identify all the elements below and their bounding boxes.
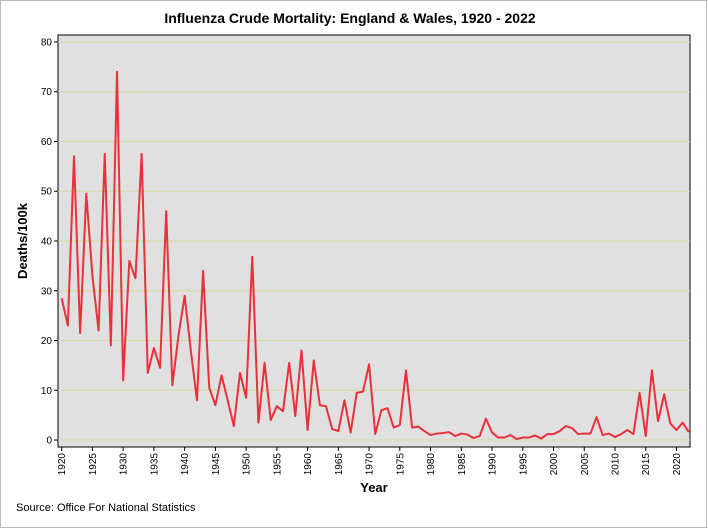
x-tick-label: 1980 [426,453,437,476]
x-tick-label: 1955 [272,453,283,476]
x-tick-label: 1945 [211,453,222,476]
x-tick-label: 2000 [549,453,560,476]
x-tick-label: 2020 [672,453,683,476]
x-tick-label: 2005 [580,453,591,476]
y-tick-label: 60 [41,137,53,148]
x-tick-label: 1960 [303,453,314,476]
x-tick-label: 1985 [457,453,468,476]
y-tick-label: 50 [41,187,53,198]
y-tick-label: 40 [41,237,53,248]
x-tick-label: 1935 [149,453,160,476]
x-tick-label: 2015 [641,453,652,476]
x-tick-label: 1975 [395,453,406,476]
x-axis-label: Year [360,480,387,495]
y-tick-label: 0 [46,436,52,447]
y-axis-label: Deaths/100k [15,202,30,279]
x-tick-label: 1940 [180,453,191,476]
x-tick-label: 1930 [119,453,130,476]
y-tick-label: 10 [41,386,53,397]
x-tick-label: 1925 [88,453,99,476]
source-note: Source: Office For National Statistics [16,502,196,514]
y-tick-label: 80 [41,37,53,48]
x-tick-label: 1920 [57,453,68,476]
x-tick-label: 1970 [365,453,376,476]
y-tick-label: 70 [41,87,53,98]
x-tick-label: 1995 [518,453,529,476]
x-tick-label: 2010 [610,453,621,476]
data-line [60,70,690,441]
y-tick-label: 20 [41,336,53,347]
y-tick-label: 30 [41,286,53,297]
x-tick-label: 1990 [488,453,499,476]
x-tick-label: 1950 [242,453,253,476]
x-tick-label: 1965 [334,453,345,476]
chart-title: Influenza Crude Mortality: England & Wal… [164,10,536,26]
